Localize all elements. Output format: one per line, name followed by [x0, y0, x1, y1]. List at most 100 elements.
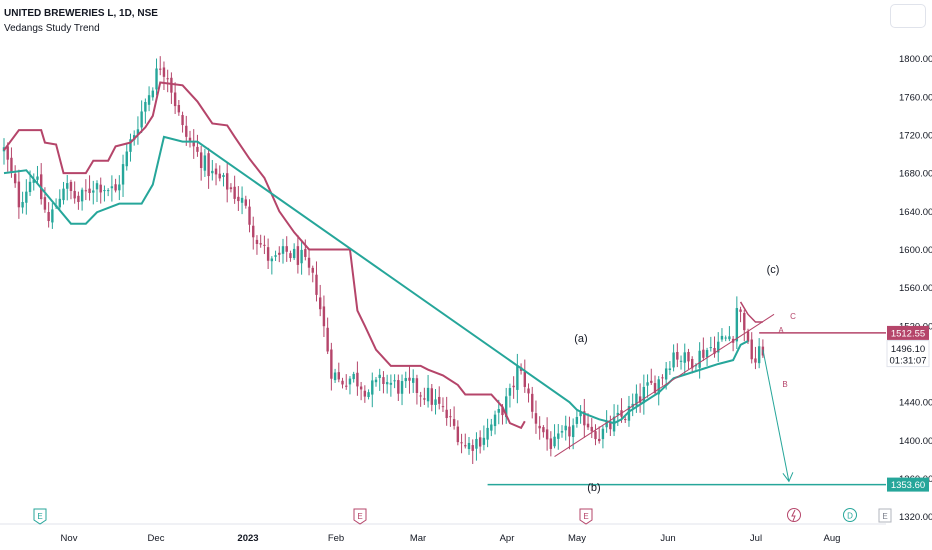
- candle-body: [88, 188, 91, 194]
- time-tick-label: Nov: [61, 533, 78, 544]
- candle-body: [333, 372, 337, 381]
- candle-body: [300, 249, 303, 264]
- candle-body: [586, 423, 590, 428]
- candle-body: [676, 351, 679, 360]
- candles: [2, 56, 765, 464]
- candle-body: [419, 395, 422, 397]
- candle-body: [151, 90, 154, 98]
- dividend-event-marker: D: [843, 508, 857, 522]
- candle-body: [252, 225, 255, 238]
- candle-body: [452, 419, 456, 426]
- candle-body: [248, 206, 251, 225]
- earnings-marker-letter: E: [882, 512, 887, 521]
- earnings-plain-event-marker: E: [878, 508, 892, 523]
- candle-body: [746, 331, 750, 342]
- earnings-green-event-marker: E: [33, 508, 47, 525]
- candle-body: [185, 125, 188, 137]
- candle-body: [553, 436, 556, 447]
- earnings-marker-letter: E: [37, 512, 42, 521]
- candle-body: [77, 195, 80, 202]
- candle-body: [367, 392, 370, 397]
- candle-body: [478, 437, 482, 447]
- dividend-icon: [843, 508, 857, 522]
- candle-body: [702, 349, 705, 358]
- candle-body: [415, 378, 419, 393]
- time-tick-label: Feb: [328, 533, 344, 544]
- candle-body: [393, 380, 396, 382]
- candle-body: [571, 425, 575, 438]
- lightning-bolt-icon: [791, 509, 796, 522]
- candle-body: [408, 377, 411, 381]
- candle-body: [538, 425, 541, 429]
- projection-arrow-head: [782, 472, 794, 483]
- candle-body: [590, 426, 593, 432]
- candle-body: [616, 412, 619, 416]
- candle-body: [456, 426, 460, 443]
- last-price-label: 1496.10: [891, 344, 925, 355]
- candle-body: [177, 105, 181, 113]
- candle-body: [92, 190, 95, 193]
- candle-body: [155, 68, 158, 90]
- candle-body: [412, 378, 415, 383]
- candle-body: [713, 348, 716, 354]
- candle-body: [144, 101, 147, 112]
- settings-button[interactable]: [890, 4, 926, 28]
- candle-body: [226, 173, 229, 190]
- candle-body: [557, 433, 560, 439]
- candle-body: [207, 153, 210, 177]
- wave-label-small-a: A: [778, 326, 784, 335]
- earnings-marker-letter: E: [583, 512, 588, 521]
- candle-body: [244, 199, 247, 206]
- projection-arrow-line: [762, 349, 790, 482]
- candle-body: [397, 380, 400, 394]
- candle-body: [549, 438, 553, 449]
- candle-body: [304, 249, 307, 257]
- candle-body: [121, 164, 125, 185]
- candle-body: [125, 151, 128, 167]
- candle-body: [601, 428, 605, 440]
- price-tick-label: 1800.00: [899, 54, 932, 65]
- time-tick-label: Mar: [410, 533, 426, 544]
- candle-body: [188, 137, 192, 141]
- candle-body: [36, 176, 39, 180]
- candle-body: [657, 379, 660, 395]
- candle-body: [203, 155, 207, 171]
- candle-body: [750, 339, 753, 360]
- candle-body: [233, 186, 236, 199]
- candle-body: [757, 346, 761, 364]
- candle-body: [199, 152, 203, 169]
- price-tick-label: 1440.00: [899, 398, 932, 409]
- price-tick-label: 1640.00: [899, 207, 932, 218]
- wave-label-c: (c): [767, 264, 780, 276]
- candle-body: [270, 258, 274, 262]
- trend-upper-segment: [739, 301, 763, 323]
- indicator-name: Vedangs Study Trend: [4, 23, 100, 34]
- candle-body: [21, 202, 24, 208]
- candle-body: [348, 378, 352, 385]
- wave-label-b: (b): [587, 482, 600, 494]
- candle-body: [214, 168, 218, 175]
- candle-body: [292, 248, 296, 259]
- candle-body: [222, 175, 225, 177]
- candle-body: [114, 184, 117, 191]
- candle-body: [13, 173, 17, 184]
- candle-body: [735, 308, 739, 342]
- candle-body: [315, 274, 318, 295]
- candle-body: [438, 396, 441, 404]
- candle-body: [17, 181, 21, 208]
- candle-body: [58, 198, 61, 208]
- candle-body: [229, 187, 233, 190]
- candle-body: [266, 247, 270, 261]
- candle-body: [724, 337, 727, 339]
- candle-body: [698, 350, 701, 368]
- candle-body: [642, 386, 646, 404]
- candle-body: [728, 336, 731, 340]
- price-tick-label: 1760.00: [899, 92, 932, 103]
- price-tick-label: 1320.00: [899, 512, 932, 523]
- candle-body: [307, 257, 311, 268]
- candle-body: [426, 387, 430, 402]
- candle-body: [389, 382, 393, 385]
- candle-body: [627, 406, 631, 421]
- candle-body: [434, 399, 437, 405]
